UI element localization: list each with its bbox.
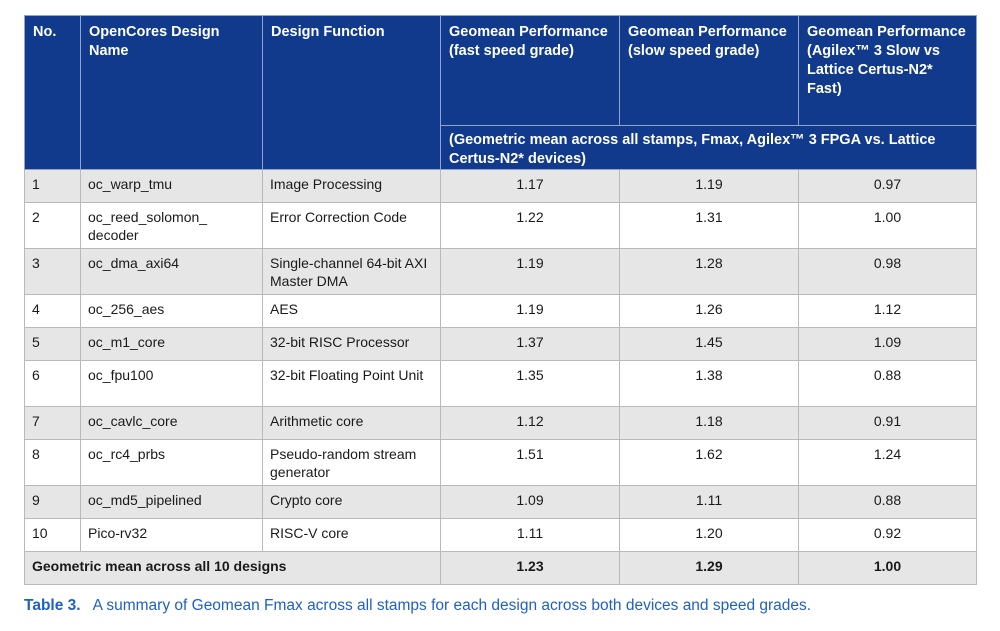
design-function-cell: AES (262, 294, 441, 328)
perf-agilex-cell: 0.98 (798, 248, 977, 295)
header-no: No. (24, 15, 81, 170)
perf-slow-cell: 1.11 (619, 485, 799, 519)
perf-agilex-cell: 0.91 (798, 406, 977, 440)
table-row: 7 oc_cavlc_core Arithmetic core 1.12 1.18 0.9… (24, 406, 977, 440)
summary-label: Geometric mean across all 10 designs (24, 551, 441, 585)
design-function-cell: Image Processing (262, 169, 441, 203)
table-row: 1 oc_warp_tmu Image Processing 1.17 1.19 0.97 (24, 169, 977, 203)
perf-agilex-cell: 1.24 (798, 439, 977, 486)
design-function-cell: Crypto core (262, 485, 441, 519)
perf-agilex-cell: 0.92 (798, 518, 977, 552)
design-function-cell: 32-bit RISC Processor (262, 327, 441, 361)
row-number: 9 (24, 485, 81, 519)
design-function-cell: Pseudo-random stream generator (262, 439, 441, 486)
row-number: 8 (24, 439, 81, 486)
table-header: No. OpenCores Design Name Design Functio… (24, 15, 977, 170)
design-function-cell: Arithmetic core (262, 406, 441, 440)
perf-agilex-cell: 0.97 (798, 169, 977, 203)
perf-slow-cell: 1.26 (619, 294, 799, 328)
table-row: 8 oc_rc4_prbs Pseudo-random stream generat… (24, 439, 977, 486)
table-footer: Geometric mean across all 10 designs 1.2… (24, 551, 977, 585)
perf-slow-cell: 1.31 (619, 202, 799, 249)
table-row: 5 oc_m1_core 32-bit RISC Processor 1.37 1.45… (24, 327, 977, 361)
summary-slow: 1.29 (619, 551, 799, 585)
design-function-cell: Error Correction Code (262, 202, 441, 249)
design-performance-table: No. OpenCores Design Name Design Functio… (24, 15, 977, 585)
header-perf-agilex: Geomean Performance (Agilex™ 3 Slow vs L… (798, 15, 977, 126)
row-number: 1 (24, 169, 81, 203)
design-name-cell: oc_256_aes (80, 294, 263, 328)
perf-fast-cell: 1.19 (440, 294, 620, 328)
row-number: 5 (24, 327, 81, 361)
design-function-cell: 32-bit Floating Point Unit (262, 360, 441, 407)
design-name-cell: oc_md5_pipelined (80, 485, 263, 519)
table-row: 4 oc_256_aes AES 1.19 1.26 1.12 (24, 294, 977, 328)
summary-agilex: 1.00 (798, 551, 977, 585)
perf-agilex-cell: 1.00 (798, 202, 977, 249)
subheader-row: (Geometric mean across all stamps, Fmax,… (25, 125, 977, 170)
header-perf-slow: Geomean Performance (slow speed grade) (619, 15, 799, 126)
design-name-cell: oc_fpu100 (80, 360, 263, 407)
design-name-cell: oc_rc4_prbs (80, 439, 263, 486)
perf-fast-cell: 1.17 (440, 169, 620, 203)
table-row: 9 oc_md5_pipelined Crypto core 1.09 1.11 0.88 (24, 485, 977, 519)
design-function-cell: Single-channel 64-bit AXI Master DMA (262, 248, 441, 295)
summary-fast: 1.23 (440, 551, 620, 585)
design-function-cell: RISC-V core (262, 518, 441, 552)
caption-label: Table 3. (24, 597, 81, 614)
table-row: 3 oc_dma_axi64 Single-channel 64-bit AXI M… (24, 248, 977, 295)
table-row: 10 Pico-rv32 RISC-V core 1.11 1.20 0.92 (24, 518, 977, 552)
header-perf-fast: Geomean Performance (fast speed grade) (440, 15, 620, 126)
design-name-cell: oc_dma_axi64 (80, 248, 263, 295)
perf-agilex-cell: 0.88 (798, 360, 977, 407)
perf-fast-cell: 1.19 (440, 248, 620, 295)
perf-slow-cell: 1.38 (619, 360, 799, 407)
perf-agilex-cell: 1.12 (798, 294, 977, 328)
header-row: No. OpenCores Design Name Design Functio… (24, 15, 977, 170)
row-number: 6 (24, 360, 81, 407)
perf-slow-cell: 1.18 (619, 406, 799, 440)
row-number: 3 (24, 248, 81, 295)
perf-slow-cell: 1.19 (619, 169, 799, 203)
perf-fast-cell: 1.11 (440, 518, 620, 552)
table-caption: Table 3. A summary of Geomean Fmax across… (24, 597, 811, 615)
row-number: 2 (24, 202, 81, 249)
row-number: 4 (24, 294, 81, 328)
table-row: 2 oc_reed_solomon_ decoder Error Correctio… (24, 202, 977, 249)
design-name-cell: oc_m1_core (80, 327, 263, 361)
perf-slow-cell: 1.62 (619, 439, 799, 486)
header-geomean-note: (Geometric mean across all stamps, Fmax,… (440, 125, 977, 170)
perf-slow-cell: 1.20 (619, 518, 799, 552)
design-name-cell: oc_warp_tmu (80, 169, 263, 203)
row-number: 7 (24, 406, 81, 440)
row-number: 10 (24, 518, 81, 552)
perf-agilex-cell: 0.88 (798, 485, 977, 519)
caption-text: A summary of Geomean Fmax across all sta… (92, 597, 812, 614)
perf-slow-cell: 1.28 (619, 248, 799, 295)
perf-agilex-cell: 1.09 (798, 327, 977, 361)
table-body: 1 oc_warp_tmu Image Processing 1.17 1.19 0.97… (24, 169, 977, 552)
design-name-cell: oc_reed_solomon_ decoder (80, 202, 263, 249)
table-row: 6 oc_fpu100 32-bit Floating Point Unit 1.35… (24, 360, 977, 407)
perf-fast-cell: 1.22 (440, 202, 620, 249)
perf-fast-cell: 1.12 (440, 406, 620, 440)
perf-fast-cell: 1.51 (440, 439, 620, 486)
header-design-name: OpenCores Design Name (80, 15, 263, 170)
perf-slow-cell: 1.45 (619, 327, 799, 361)
design-name-cell: oc_cavlc_core (80, 406, 263, 440)
perf-fast-cell: 1.37 (440, 327, 620, 361)
perf-fast-cell: 1.35 (440, 360, 620, 407)
perf-fast-cell: 1.09 (440, 485, 620, 519)
design-name-cell: Pico-rv32 (80, 518, 263, 552)
summary-row: Geometric mean across all 10 designs 1.2… (24, 551, 977, 585)
header-design-function: Design Function (262, 15, 441, 170)
